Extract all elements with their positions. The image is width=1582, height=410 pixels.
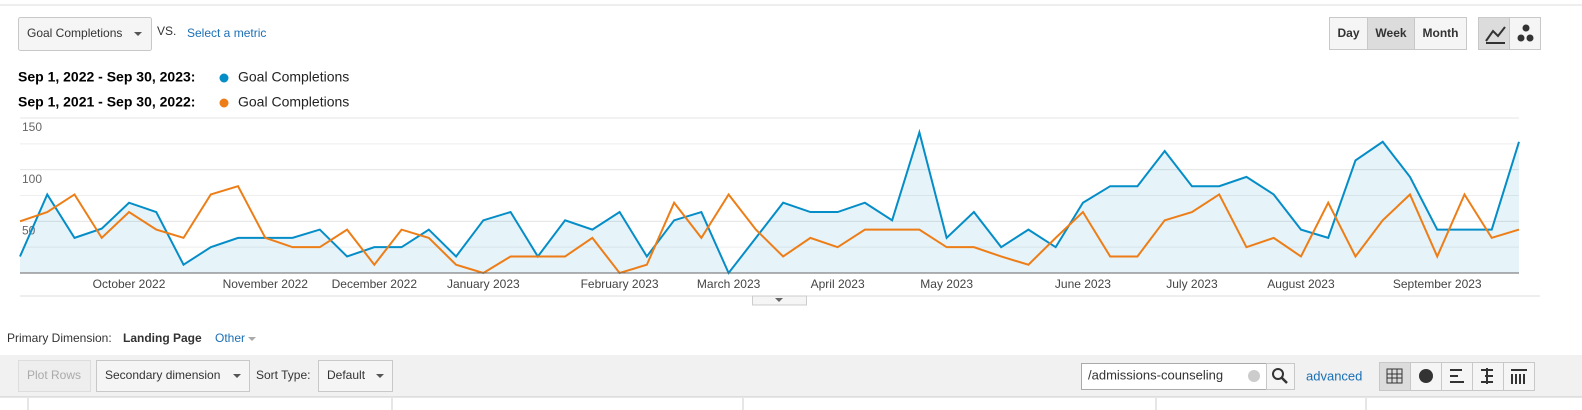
motion-icon xyxy=(1517,34,1525,42)
series-area xyxy=(20,132,1519,273)
view-switcher xyxy=(1379,362,1535,391)
table-view-button[interactable] xyxy=(1379,362,1411,391)
line-chart-icon xyxy=(1485,26,1506,44)
metric-select[interactable]: Goal Completions xyxy=(18,17,152,51)
metric-select-box[interactable] xyxy=(18,17,152,51)
legend-swatch xyxy=(219,73,229,83)
x-tick-label: April 2023 xyxy=(811,277,865,291)
advanced-link[interactable]: advanced xyxy=(1306,368,1362,383)
legend-label: Goal Completions xyxy=(238,69,349,85)
search-input-text[interactable]: /admissions-counseling xyxy=(1088,367,1223,382)
clear-search-button[interactable] xyxy=(1248,370,1260,382)
x-tick-label: January 2023 xyxy=(447,277,520,291)
search-icon xyxy=(1281,377,1288,384)
motion-chart-button[interactable] xyxy=(1509,17,1541,50)
search-input[interactable] xyxy=(1081,363,1267,390)
x-tick-label: October 2022 xyxy=(93,277,166,291)
sort-type-label: Sort Type: xyxy=(256,368,310,382)
caret xyxy=(775,298,783,302)
motion-icon xyxy=(1522,24,1530,32)
plot-rows-label[interactable]: Plot Rows xyxy=(27,368,81,382)
secondary-dimension-label[interactable]: Secondary dimension xyxy=(105,368,220,382)
x-tick-label: November 2022 xyxy=(223,277,309,291)
period-button[interactable] xyxy=(1414,17,1467,50)
caret xyxy=(376,374,384,378)
search-button[interactable] xyxy=(1266,363,1295,390)
primary-dimension-value: Landing Page xyxy=(123,331,202,345)
period-button[interactable] xyxy=(1367,17,1415,50)
column-dividers xyxy=(27,398,1367,410)
vs-label: VS. xyxy=(157,24,176,38)
caret xyxy=(134,32,142,36)
legend-label: Goal Completions xyxy=(238,94,349,110)
table-toolbar xyxy=(0,355,1582,397)
series-line xyxy=(19,185,1520,275)
x-tick-label: September 2023 xyxy=(1393,277,1482,291)
x-tick-label: February 2023 xyxy=(581,277,659,291)
x-tick-label: July 2023 xyxy=(1166,277,1218,291)
search-icon xyxy=(1272,368,1284,380)
x-tick-label: May 2023 xyxy=(920,277,973,291)
x-tick-label: December 2022 xyxy=(332,277,418,291)
view-icon xyxy=(1450,368,1527,384)
legend-swatch xyxy=(219,98,229,108)
caret xyxy=(233,374,241,378)
period-button-label[interactable]: Week xyxy=(1375,26,1406,40)
other-dimension-link[interactable]: Other xyxy=(215,331,245,345)
plot-rows-button[interactable] xyxy=(18,360,91,392)
secondary-dimension-select[interactable] xyxy=(96,360,250,392)
select-metric-link[interactable]: Select a metric xyxy=(187,26,266,40)
primary-dimension-label: Primary Dimension: xyxy=(7,331,112,345)
period-button-label[interactable]: Day xyxy=(1337,26,1359,40)
line-chart-button[interactable] xyxy=(1478,17,1510,50)
y-tick-label: 150 xyxy=(22,120,42,134)
legend-period: Sep 1, 2022 - Sep 30, 2023: xyxy=(18,69,195,85)
series-line xyxy=(19,128,1520,275)
caret xyxy=(248,337,256,341)
x-tick-label: March 2023 xyxy=(697,277,761,291)
x-tick-label: August 2023 xyxy=(1267,277,1335,291)
period-button-label[interactable]: Month xyxy=(1423,26,1459,40)
sort-select-label[interactable]: Default xyxy=(327,368,366,382)
x-tick-label: June 2023 xyxy=(1055,277,1111,291)
metric-select-label[interactable]: Goal Completions xyxy=(27,26,122,40)
legend-period: Sep 1, 2021 - Sep 30, 2022: xyxy=(18,94,195,110)
table-icon xyxy=(1386,368,1403,384)
pie-icon xyxy=(1419,369,1433,383)
y-tick-label: 100 xyxy=(22,172,42,186)
motion-icon xyxy=(1526,34,1534,42)
